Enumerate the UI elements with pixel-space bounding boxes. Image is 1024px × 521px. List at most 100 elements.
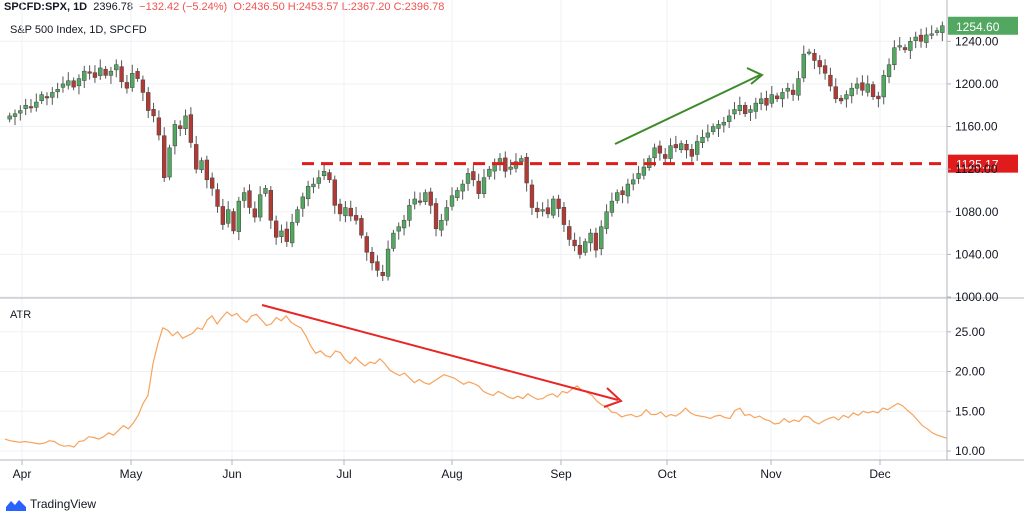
- candle: [188, 107, 194, 148]
- candle: [545, 199, 551, 219]
- candle: [284, 221, 289, 247]
- candle: [679, 140, 684, 153]
- candle-body: [908, 41, 913, 51]
- candle-body: [519, 158, 524, 162]
- price-tick-label: 1040.00: [955, 247, 999, 261]
- candle: [98, 59, 103, 80]
- candle: [71, 77, 76, 91]
- candle-body: [71, 80, 76, 88]
- candle-body: [881, 75, 886, 98]
- candle: [108, 66, 114, 84]
- candle-body: [865, 83, 870, 93]
- atr-indicator-label[interactable]: ATR: [10, 309, 32, 321]
- candle-body: [487, 168, 492, 177]
- candle: [599, 220, 604, 256]
- candle-body: [636, 173, 641, 179]
- candle-body: [902, 47, 908, 51]
- candle-body: [476, 180, 481, 194]
- candle: [124, 74, 130, 94]
- candle-body: [268, 189, 273, 221]
- candle: [465, 168, 471, 191]
- candle-body: [695, 141, 700, 155]
- candle-body: [572, 239, 577, 247]
- candle: [769, 86, 774, 108]
- candle-body: [439, 220, 444, 231]
- candle-body: [508, 166, 513, 170]
- candle-body: [417, 200, 423, 203]
- candle-body: [684, 143, 689, 151]
- candle: [252, 201, 257, 223]
- candle-body: [583, 241, 588, 253]
- candle: [721, 116, 726, 133]
- candle: [407, 198, 412, 227]
- candle-body: [343, 207, 348, 217]
- candle: [529, 179, 535, 215]
- candle: [412, 191, 417, 210]
- candle-body: [599, 226, 604, 250]
- candle: [860, 75, 865, 96]
- chart-header: SPCFD:SPX, 1D 2396.78 −132.42 (−5.24%) O…: [4, 1, 444, 13]
- last-price-label: 1254.60: [956, 20, 1000, 34]
- candle-body: [551, 198, 556, 216]
- candle: [561, 201, 567, 233]
- candle: [588, 228, 593, 252]
- candle: [359, 215, 364, 239]
- candle-body: [364, 236, 369, 253]
- candle-body: [300, 196, 305, 209]
- candle: [726, 109, 732, 129]
- candle-body: [742, 104, 748, 115]
- last-price-tag: [948, 16, 1018, 35]
- candle-body: [311, 183, 316, 188]
- candle: [44, 92, 50, 106]
- candle: [689, 144, 695, 164]
- candle: [55, 82, 60, 99]
- candle-body: [726, 115, 732, 122]
- candle: [178, 120, 183, 137]
- candle: [215, 183, 220, 213]
- candle: [295, 206, 300, 226]
- symbol-label[interactable]: SPCFD:SPX, 1D: [4, 1, 88, 13]
- candle-body: [284, 228, 289, 242]
- candle: [577, 236, 583, 259]
- candle: [481, 169, 487, 198]
- candle: [305, 180, 311, 207]
- candle: [210, 172, 215, 196]
- candle-body: [108, 70, 114, 76]
- tradingview-icon: [6, 500, 26, 511]
- candle: [423, 189, 428, 205]
- candle: [838, 95, 844, 105]
- candle-body: [119, 66, 124, 83]
- candle-body: [822, 65, 828, 74]
- candle: [471, 165, 476, 187]
- candle-body: [556, 198, 561, 209]
- candle: [567, 220, 572, 246]
- candle-body: [854, 83, 860, 89]
- candle: [556, 194, 561, 218]
- candle-body: [55, 89, 60, 93]
- candle: [487, 165, 492, 180]
- candle: [385, 240, 391, 281]
- candle-body: [870, 84, 876, 97]
- candle: [934, 27, 940, 36]
- candle: [364, 232, 369, 261]
- candle-body: [103, 68, 108, 76]
- candle: [66, 72, 71, 90]
- candle-body: [774, 95, 780, 100]
- candle-body: [897, 45, 902, 48]
- candle: [194, 135, 199, 174]
- candle: [380, 264, 385, 282]
- candle-body: [295, 209, 300, 223]
- price-tick-label: 1160.00: [955, 120, 998, 134]
- candle-body: [886, 64, 892, 77]
- atr-tick-label: 25.00: [955, 325, 985, 339]
- candle: [870, 81, 876, 100]
- brand-logo[interactable]: TradingView: [6, 497, 96, 511]
- candle-body: [710, 126, 716, 132]
- candle-body: [60, 83, 66, 88]
- candle-body: [918, 34, 924, 42]
- candle-body: [412, 198, 417, 205]
- candle: [268, 185, 273, 229]
- candle: [657, 140, 663, 161]
- candle-body: [156, 117, 162, 136]
